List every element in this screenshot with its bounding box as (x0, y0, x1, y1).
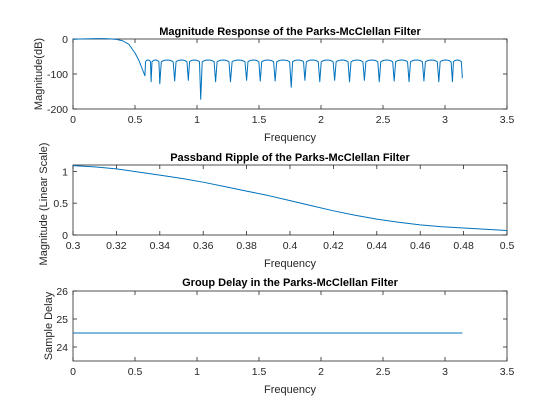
ripple-x-tick-label: 0.46 (410, 240, 431, 252)
group-delay-y-tick-label: 26 (56, 286, 68, 298)
magnitude-x-tick-label: 3 (442, 114, 448, 126)
magnitude-series-line (72, 38, 463, 100)
magnitude-x-tick-label: 1.5 (252, 114, 267, 126)
magnitude-x-tick-label: 0.5 (128, 114, 143, 126)
group-delay-y-axis-label: Sample Delay (43, 291, 55, 360)
magnitude-x-tick-label: 2.5 (376, 114, 391, 126)
group-delay-x-tick-label: 1 (194, 366, 200, 378)
group-delay-axis-ticks: 0 0.5 1 1.5 2 2.5 3 3.5 26 25 24 (56, 286, 514, 378)
ripple-x-tick-label: 0.5 (500, 240, 515, 252)
ripple-x-tick-label: 0.42 (323, 240, 344, 252)
group-delay-x-axis-label: Frequency (264, 384, 316, 396)
magnitude-y-tick-label: -100 (47, 69, 68, 81)
group-delay-x-tick-label: 2.5 (376, 366, 391, 378)
ripple-series-line (72, 165, 508, 232)
magnitude-x-tick-label: 0 (70, 114, 76, 126)
ripple-x-axis-label: Frequency (264, 258, 316, 270)
magnitude-y-tick-label: -200 (47, 104, 68, 116)
group-delay-x-tick-label: 2 (318, 366, 324, 378)
group-delay-chart-title: Group Delay in the Parks-McClellan Filte… (182, 277, 398, 289)
magnitude-x-axis-label: Frequency (264, 132, 316, 144)
ripple-x-tick-label: 0.48 (453, 240, 474, 252)
group-delay-plot-area (72, 290, 508, 362)
group-delay-x-tick-label: 3 (442, 366, 448, 378)
ripple-axis-ticks: 0.3 0.32 0.34 0.36 0.38 0.4 0.42 0.44 0.46 0.48 0.… (53, 165, 514, 252)
magnitude-response-panel: Magnitude Response of the Parks-McClella… (33, 26, 514, 144)
ripple-x-tick-label: 0.34 (150, 240, 171, 252)
ripple-chart-title: Passband Ripple of the Parks-McClellan F… (170, 152, 410, 164)
group-delay-x-tick-label: 3.5 (500, 366, 515, 378)
ripple-x-tick-label: 0.3 (66, 240, 81, 252)
ripple-x-tick-label: 0.44 (367, 240, 388, 252)
ripple-x-tick-label: 0.32 (106, 240, 127, 252)
group-delay-panel: Group Delay in the Parks-McClellan Filte… (43, 277, 514, 396)
magnitude-x-tick-label: 3.5 (500, 114, 515, 126)
ripple-y-tick-label: 0 (62, 230, 68, 242)
magnitude-x-tick-label: 1 (194, 114, 200, 126)
ripple-y-tick-label: 0.5 (53, 198, 68, 210)
ripple-y-axis-label: Magnitude (Linear Scale) (38, 143, 50, 266)
magnitude-y-tick-label: 0 (62, 34, 68, 46)
ripple-x-tick-label: 0.4 (283, 240, 298, 252)
magnitude-x-tick-label: 2 (318, 114, 324, 126)
ripple-x-tick-label: 0.38 (236, 240, 257, 252)
group-delay-x-tick-label: 0.5 (128, 366, 143, 378)
group-delay-x-tick-label: 0 (70, 366, 76, 378)
magnitude-axis-ticks: 0 0.5 1 1.5 2 2.5 3 3.5 0 -100 -200 (47, 34, 514, 126)
group-delay-y-tick-label: 24 (56, 342, 68, 354)
group-delay-y-tick-label: 25 (56, 314, 68, 326)
group-delay-x-tick-label: 1.5 (252, 366, 267, 378)
magnitude-y-axis-label: Magnitude(dB) (33, 38, 45, 110)
ripple-y-tick-label: 1 (62, 166, 68, 178)
passband-ripple-panel: Passband Ripple of the Parks-McClellan F… (38, 143, 514, 270)
ripple-plot-area (72, 164, 508, 236)
magnitude-chart-title: Magnitude Response of the Parks-McClella… (159, 26, 421, 38)
ripple-x-tick-label: 0.36 (193, 240, 214, 252)
